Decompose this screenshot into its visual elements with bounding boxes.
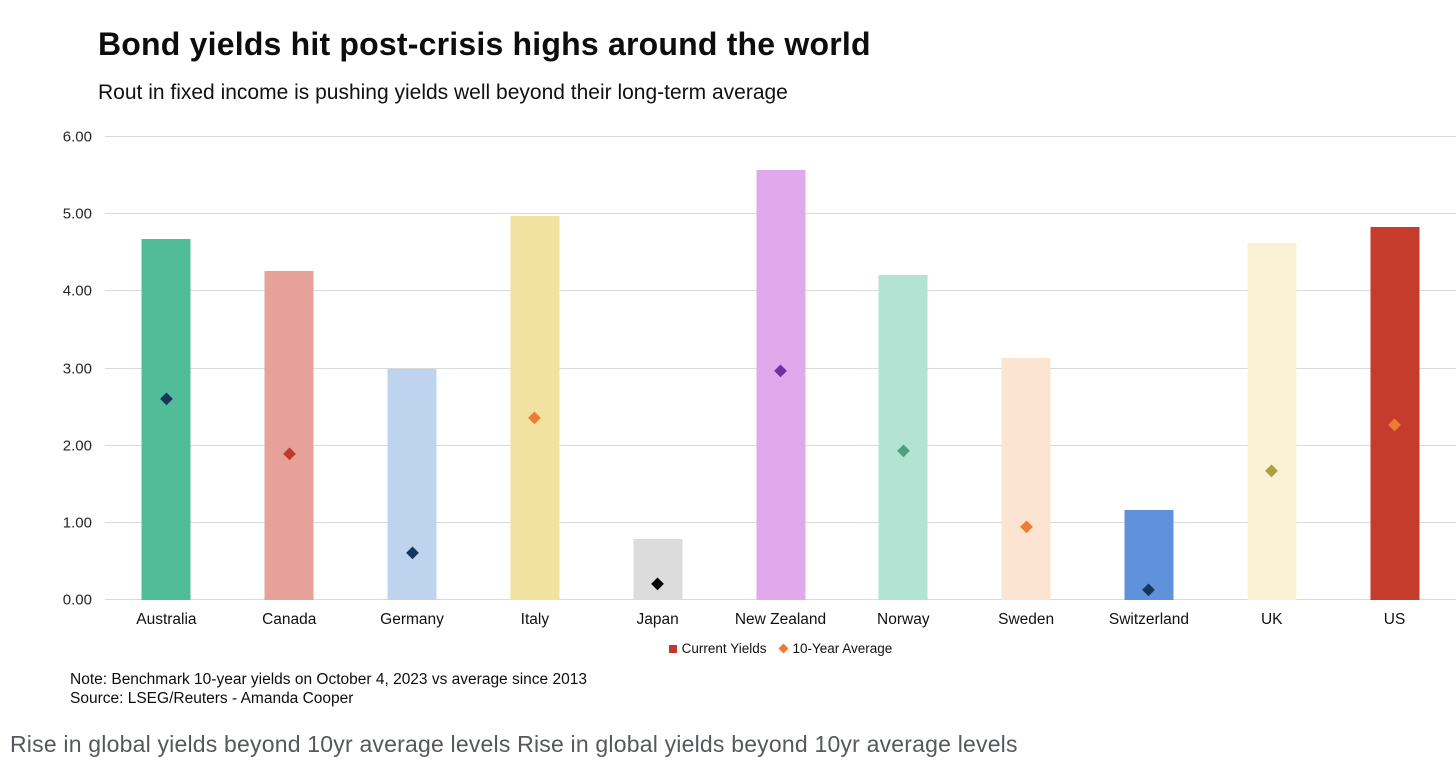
bar-current-yield-japan xyxy=(633,539,683,600)
plot-area: 0.00 1.00 2.00 3.00 4.00 5.00 6.00 xyxy=(63,129,1456,609)
bar-column-norway xyxy=(878,137,928,600)
legend-label: Current Yields xyxy=(681,641,767,656)
bar-column-us xyxy=(1370,137,1420,600)
bar-column-canada xyxy=(264,137,314,600)
y-axis-tick-label: 3.00 xyxy=(62,360,92,377)
bar-column-italy xyxy=(510,137,560,600)
bar-current-yield-sweden xyxy=(1001,357,1051,600)
bar-current-yield-italy xyxy=(510,216,560,600)
x-axis-label-germany: Germany xyxy=(380,611,444,628)
chart-source: Source: LSEG/Reuters - Amanda Cooper xyxy=(70,690,354,707)
y-axis-tick-label: 1.00 xyxy=(62,514,92,532)
bar-current-yield-uk xyxy=(1247,242,1297,600)
bar-column-germany xyxy=(387,137,437,600)
chart-title: Bond yields hit post-crisis highs around… xyxy=(98,26,871,62)
x-axis-label-norway: Norway xyxy=(877,611,930,628)
bar-column-uk xyxy=(1247,137,1297,600)
x-axis-label-canada: Canada xyxy=(262,611,317,628)
page-caption: Rise in global yields beyond 10yr averag… xyxy=(10,731,1018,757)
bar-column-sweden xyxy=(1001,137,1051,600)
bar-current-yield-new-zealand xyxy=(756,170,805,600)
bar-current-yield-canada xyxy=(264,271,314,600)
bar-column-switzerland xyxy=(1124,137,1174,600)
x-axis-label-japan: Japan xyxy=(636,611,679,628)
x-axis-label-switzerland: Switzerland xyxy=(1108,611,1190,628)
y-axis-tick-label: 4.00 xyxy=(62,282,92,300)
x-axis-label-uk: UK xyxy=(1260,611,1283,628)
legend-diamond-icon xyxy=(779,643,789,654)
x-axis-label-us: US xyxy=(1383,611,1406,628)
bar-column-australia xyxy=(141,137,191,600)
footnotes: Note: Benchmark 10-year yields on Octobe… xyxy=(70,670,587,708)
x-axis-label-italy: Italy xyxy=(520,611,550,628)
bar-current-yield-norway xyxy=(878,275,928,600)
legend: Current Yields 10-Year Average xyxy=(105,641,1456,656)
legend-item-current-yields: Current Yields xyxy=(668,641,767,656)
legend-label: 10-Year Average xyxy=(792,641,893,656)
x-axis-label-new-zealand: New Zealand xyxy=(734,611,827,628)
gridline xyxy=(105,136,1456,137)
bar-current-yield-germany xyxy=(387,368,437,600)
bar-column-japan xyxy=(633,137,683,600)
y-axis-tick-label: 5.00 xyxy=(62,205,92,223)
chart-note: Note: Benchmark 10-year yields on Octobe… xyxy=(70,671,587,688)
y-axis-tick-label: 0.00 xyxy=(62,591,92,609)
x-axis-label-sweden: Sweden xyxy=(998,611,1055,628)
x-axis-label-australia: Australia xyxy=(136,611,197,628)
chart-subtitle: Rout in fixed income is pushing yields w… xyxy=(98,81,788,104)
x-axis: Australia Canada Germany Italy Japan New Zeal… xyxy=(105,611,1456,631)
y-axis-tick-label: 2.00 xyxy=(62,437,92,455)
legend-item-10-year-average: 10-Year Average xyxy=(779,641,893,656)
bar-current-yield-us xyxy=(1370,227,1420,600)
y-axis-tick-label: 6.00 xyxy=(62,128,92,146)
bar-column-new-zealand xyxy=(756,137,805,600)
legend-square-icon xyxy=(668,644,677,653)
bar-current-yield-australia xyxy=(141,238,191,600)
